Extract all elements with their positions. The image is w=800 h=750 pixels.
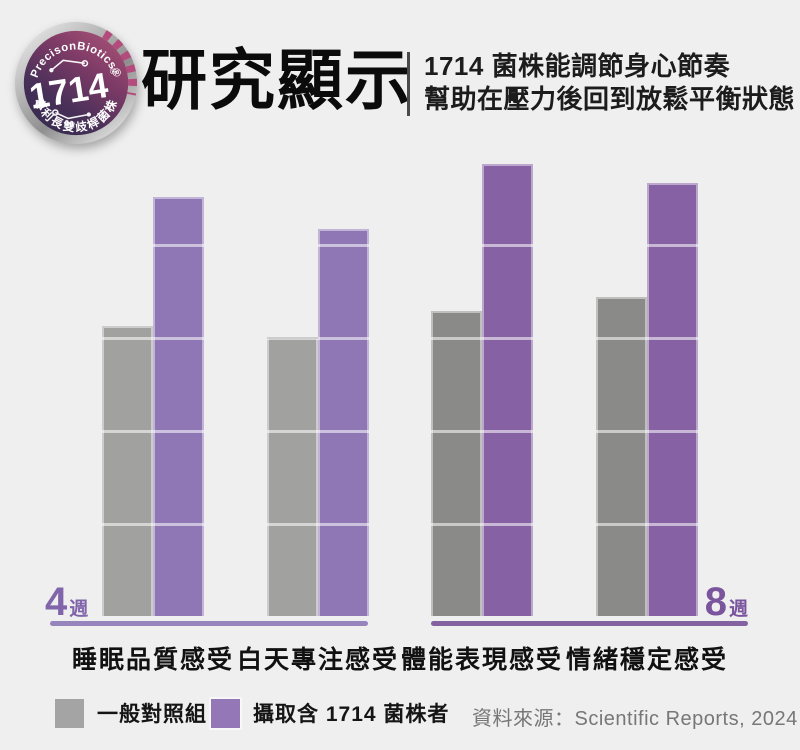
legend-swatch-probiotic (211, 698, 240, 728)
header-divider (407, 52, 410, 116)
bar-probiotic-2 (318, 229, 369, 616)
legend-swatch-control (55, 698, 84, 728)
brand-badge-icon: PrecisonBiotics® 1714 ® 專利長雙歧桿菌株 (14, 21, 138, 145)
legend-label-probiotic: 攝取含 1714 菌株者 (253, 703, 450, 726)
period-label-4-weeks: 4 週 (45, 582, 88, 622)
bar-control-2 (267, 337, 318, 616)
category-label-1: 睡眠品質感受 (71, 646, 235, 674)
baseline-4-weeks (50, 621, 368, 626)
bar-control-4 (596, 297, 647, 616)
molecule-icon (49, 59, 91, 120)
category-label-3: 體能表現感受 (400, 646, 564, 674)
badge-inner-circle (23, 30, 129, 136)
header-subtitle: 1714 菌株能調節身心節奏 幫助在壓力後回到放鬆平衡狀態 (424, 50, 795, 116)
period-number: 8 (704, 580, 727, 624)
baseline-8-weeks (431, 621, 748, 626)
bar-probiotic-1 (153, 197, 204, 616)
period-unit: 週 (69, 599, 89, 620)
bar-probiotic-3 (482, 164, 533, 616)
source-text: 資料來源：Scientific Reports, 2024 (472, 708, 798, 730)
legend-item-control: 一般對照組 (55, 698, 207, 728)
period-unit: 週 (728, 599, 748, 620)
legend-label-control: 一般對照組 (97, 703, 207, 726)
period-number: 4 (45, 580, 68, 624)
bar-control-1 (102, 326, 153, 616)
brand-badge: PrecisonBiotics® 1714 ® 專利長雙歧桿菌株 (12, 18, 140, 148)
page-title: 研究顯示 (141, 43, 413, 117)
bar-probiotic-4 (647, 183, 698, 616)
bar-control-3 (431, 311, 482, 616)
category-label-2: 白天專注感受 (236, 646, 400, 674)
subtitle-line-1: 1714 菌株能調節身心節奏 (424, 51, 731, 81)
legend-item-probiotic: 攝取含 1714 菌株者 (211, 698, 449, 728)
period-label-8-weeks: 8 週 (705, 582, 748, 622)
category-label-4: 情緒穩定感受 (565, 646, 729, 674)
subtitle-line-2: 幫助在壓力後回到放鬆平衡狀態 (424, 84, 796, 114)
